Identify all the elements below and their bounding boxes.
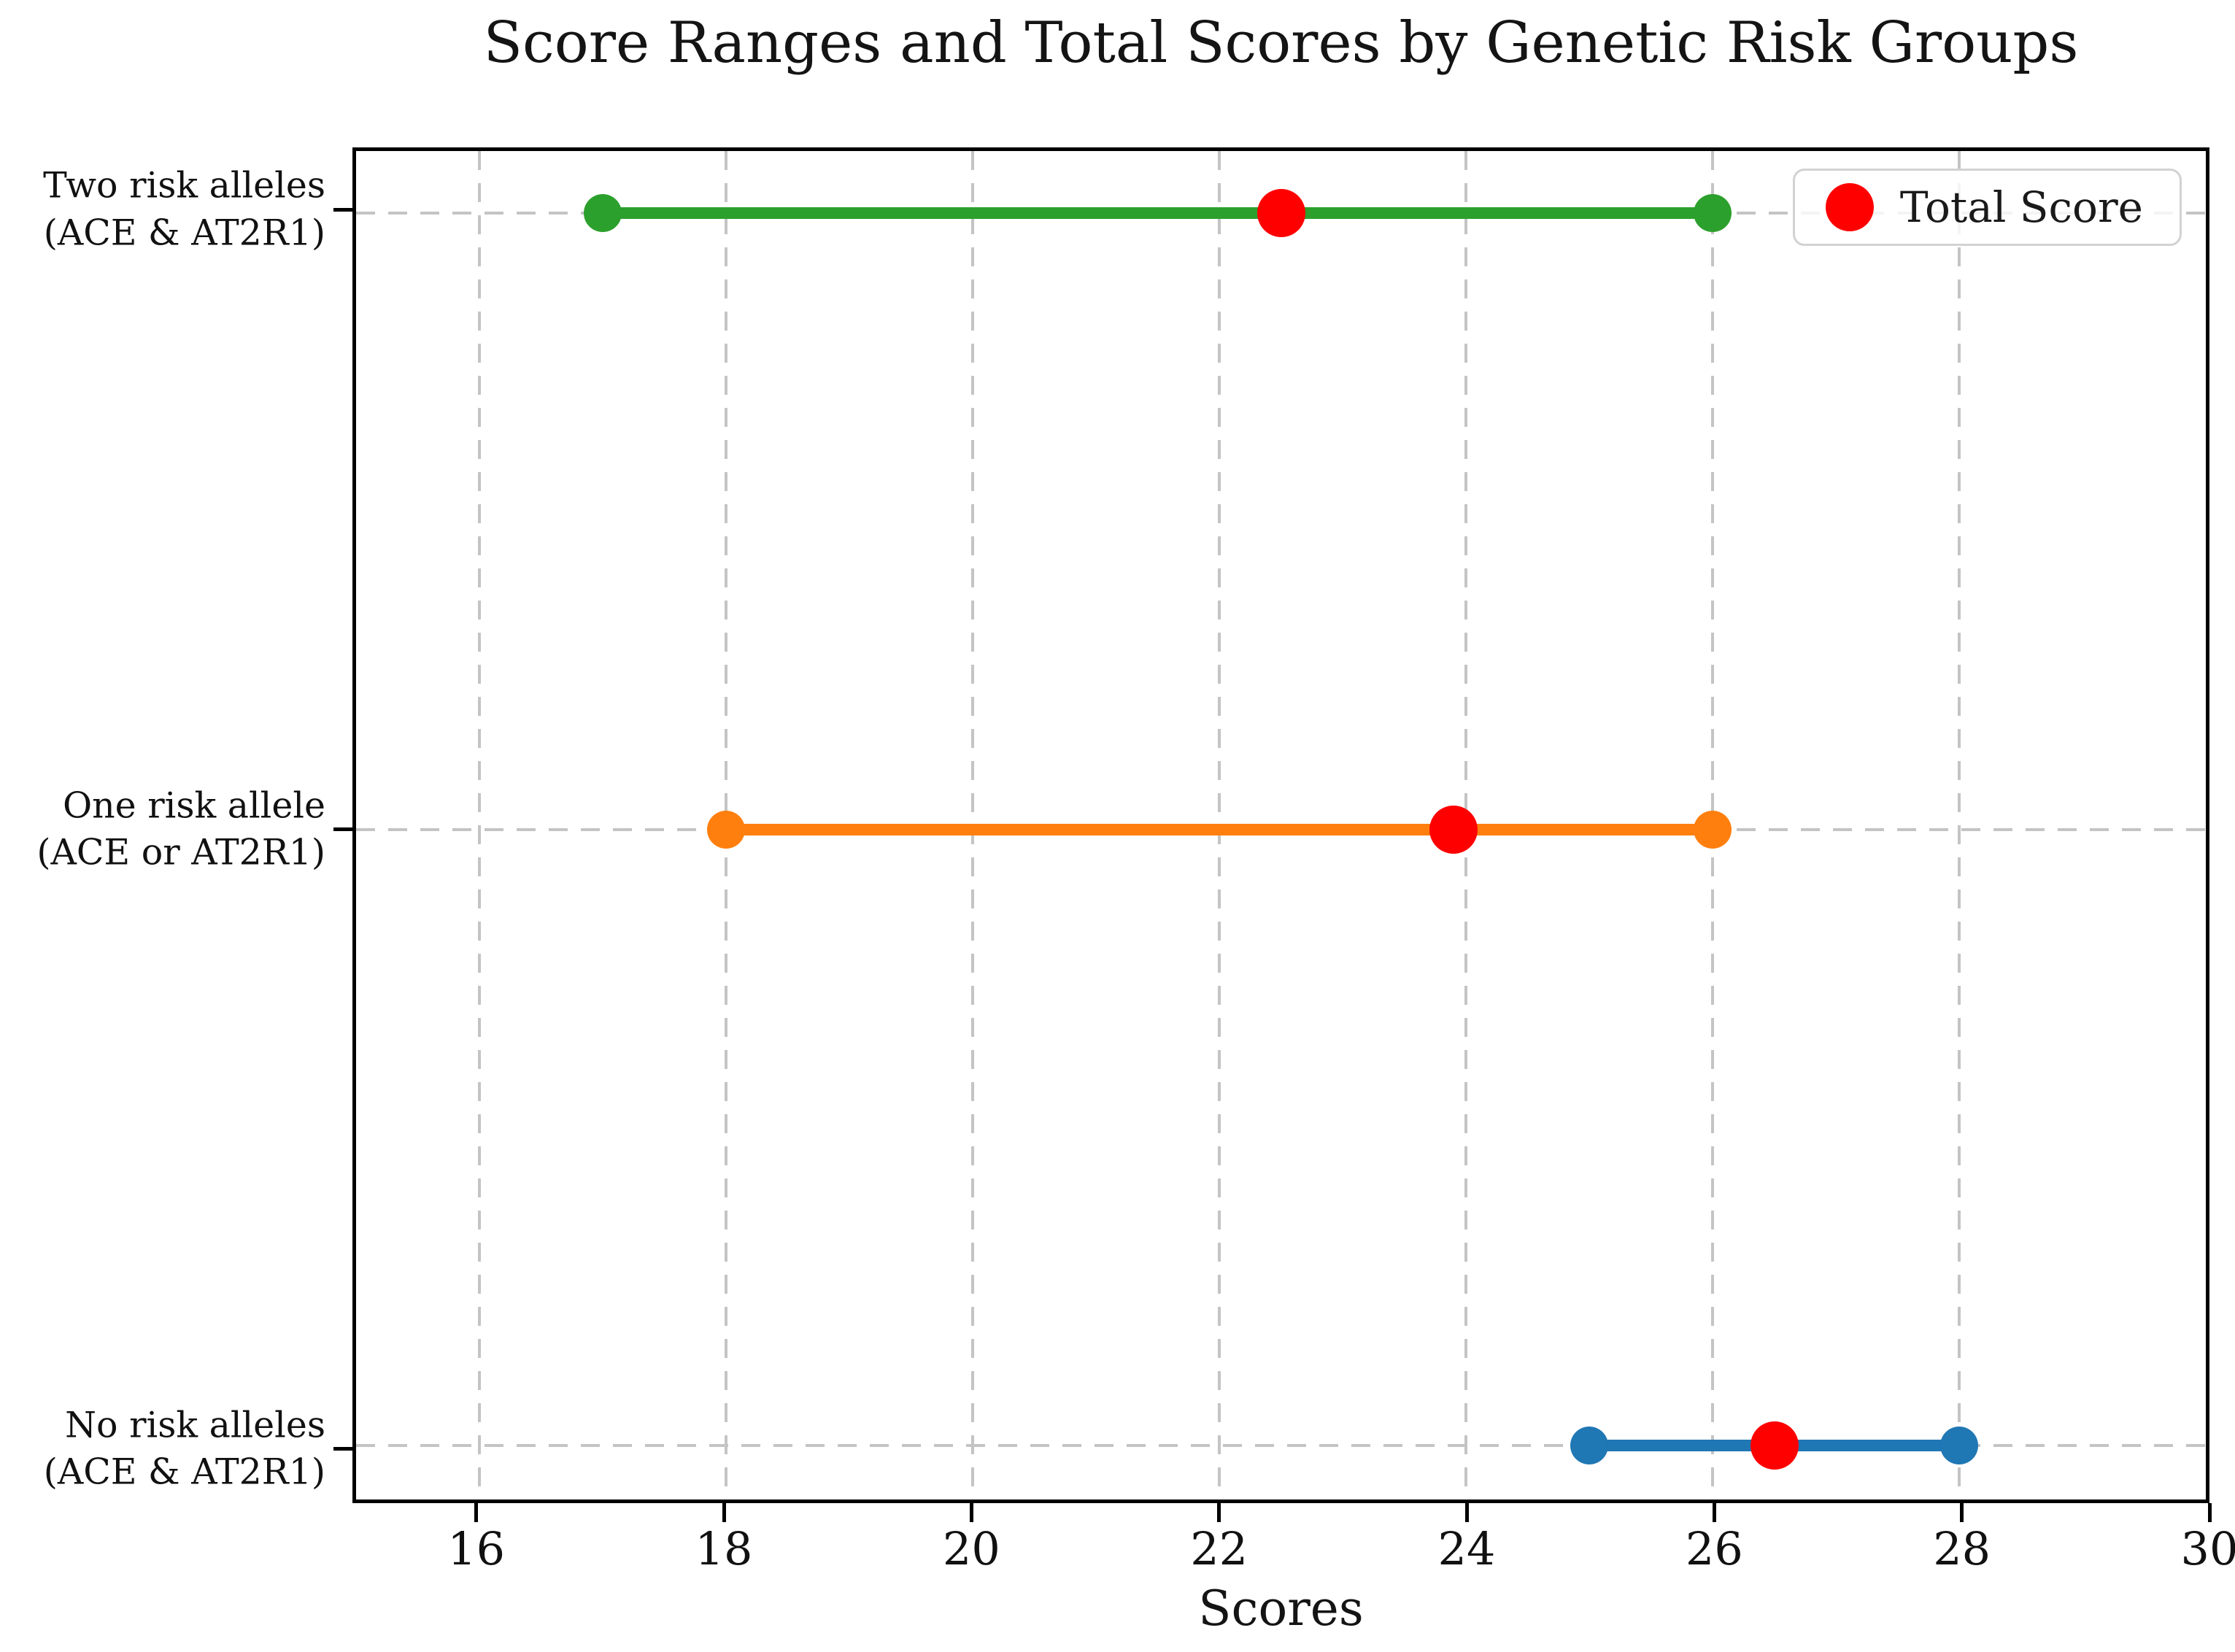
x-tick-label: 26 [1685, 1522, 1743, 1575]
y-tick-mark [333, 1447, 354, 1451]
x-tick-mark [1217, 1503, 1221, 1522]
legend: Total Score [1792, 169, 2182, 246]
x-tick-label: 18 [695, 1522, 753, 1575]
total-score-marker-icon [1825, 183, 1874, 231]
x-tick-label: 24 [1437, 1522, 1496, 1575]
range-max-dot [1694, 194, 1732, 232]
range-max-dot [1940, 1427, 1978, 1465]
x-tick-mark [1960, 1503, 1964, 1522]
x-tick-label: 28 [1933, 1522, 1991, 1575]
range-min-dot [1570, 1427, 1608, 1465]
x-tick-label: 20 [942, 1522, 1000, 1575]
total-score-dot [1750, 1421, 1799, 1470]
y-axis-category-label: Two risk alleles (ACE & AT2R1) [0, 163, 325, 257]
y-axis-category-label: One risk allele (ACE or AT2R1) [0, 782, 325, 876]
v-gridline [477, 151, 481, 1499]
x-tick-mark [969, 1503, 973, 1522]
x-tick-label: 16 [447, 1522, 506, 1575]
y-axis-category-label: No risk alleles (ACE & AT2R1) [0, 1402, 325, 1496]
range-line [603, 207, 1713, 219]
page-title: Score Ranges and Total Scores by Genetic… [483, 10, 2079, 76]
y-axis-category-label-line: One risk allele [62, 784, 325, 826]
y-tick-mark [333, 827, 354, 832]
y-axis-category-label-line: (ACE & AT2R1) [43, 1451, 325, 1493]
x-tick-mark [722, 1503, 726, 1522]
total-score-dot [1429, 805, 1478, 854]
total-score-dot [1257, 189, 1305, 237]
y-tick-mark [333, 207, 354, 212]
v-gridline [1957, 151, 1961, 1499]
y-axis-category-label-line: (ACE or AT2R1) [36, 831, 325, 873]
range-min-dot [584, 194, 622, 232]
y-axis-category-label-line: (ACE & AT2R1) [43, 212, 325, 254]
x-tick-mark [1712, 1503, 1716, 1522]
x-tick-mark [1464, 1503, 1469, 1522]
y-axis-category-label-line: Two risk alleles [43, 164, 325, 206]
range-line [726, 823, 1713, 835]
x-tick-mark [474, 1503, 479, 1522]
range-max-dot [1694, 810, 1732, 849]
y-axis-category-label-line: No risk alleles [65, 1404, 325, 1446]
x-tick-label: 22 [1190, 1522, 1248, 1575]
x-axis-label: Scores [1198, 1580, 1364, 1637]
x-tick-label: 30 [2180, 1522, 2235, 1575]
legend-label: Total Score [1899, 182, 2143, 232]
plot-area: Total Score [352, 147, 2209, 1503]
x-tick-mark [2207, 1503, 2212, 1522]
range-min-dot [707, 810, 745, 849]
h-gridline [356, 1444, 2206, 1448]
